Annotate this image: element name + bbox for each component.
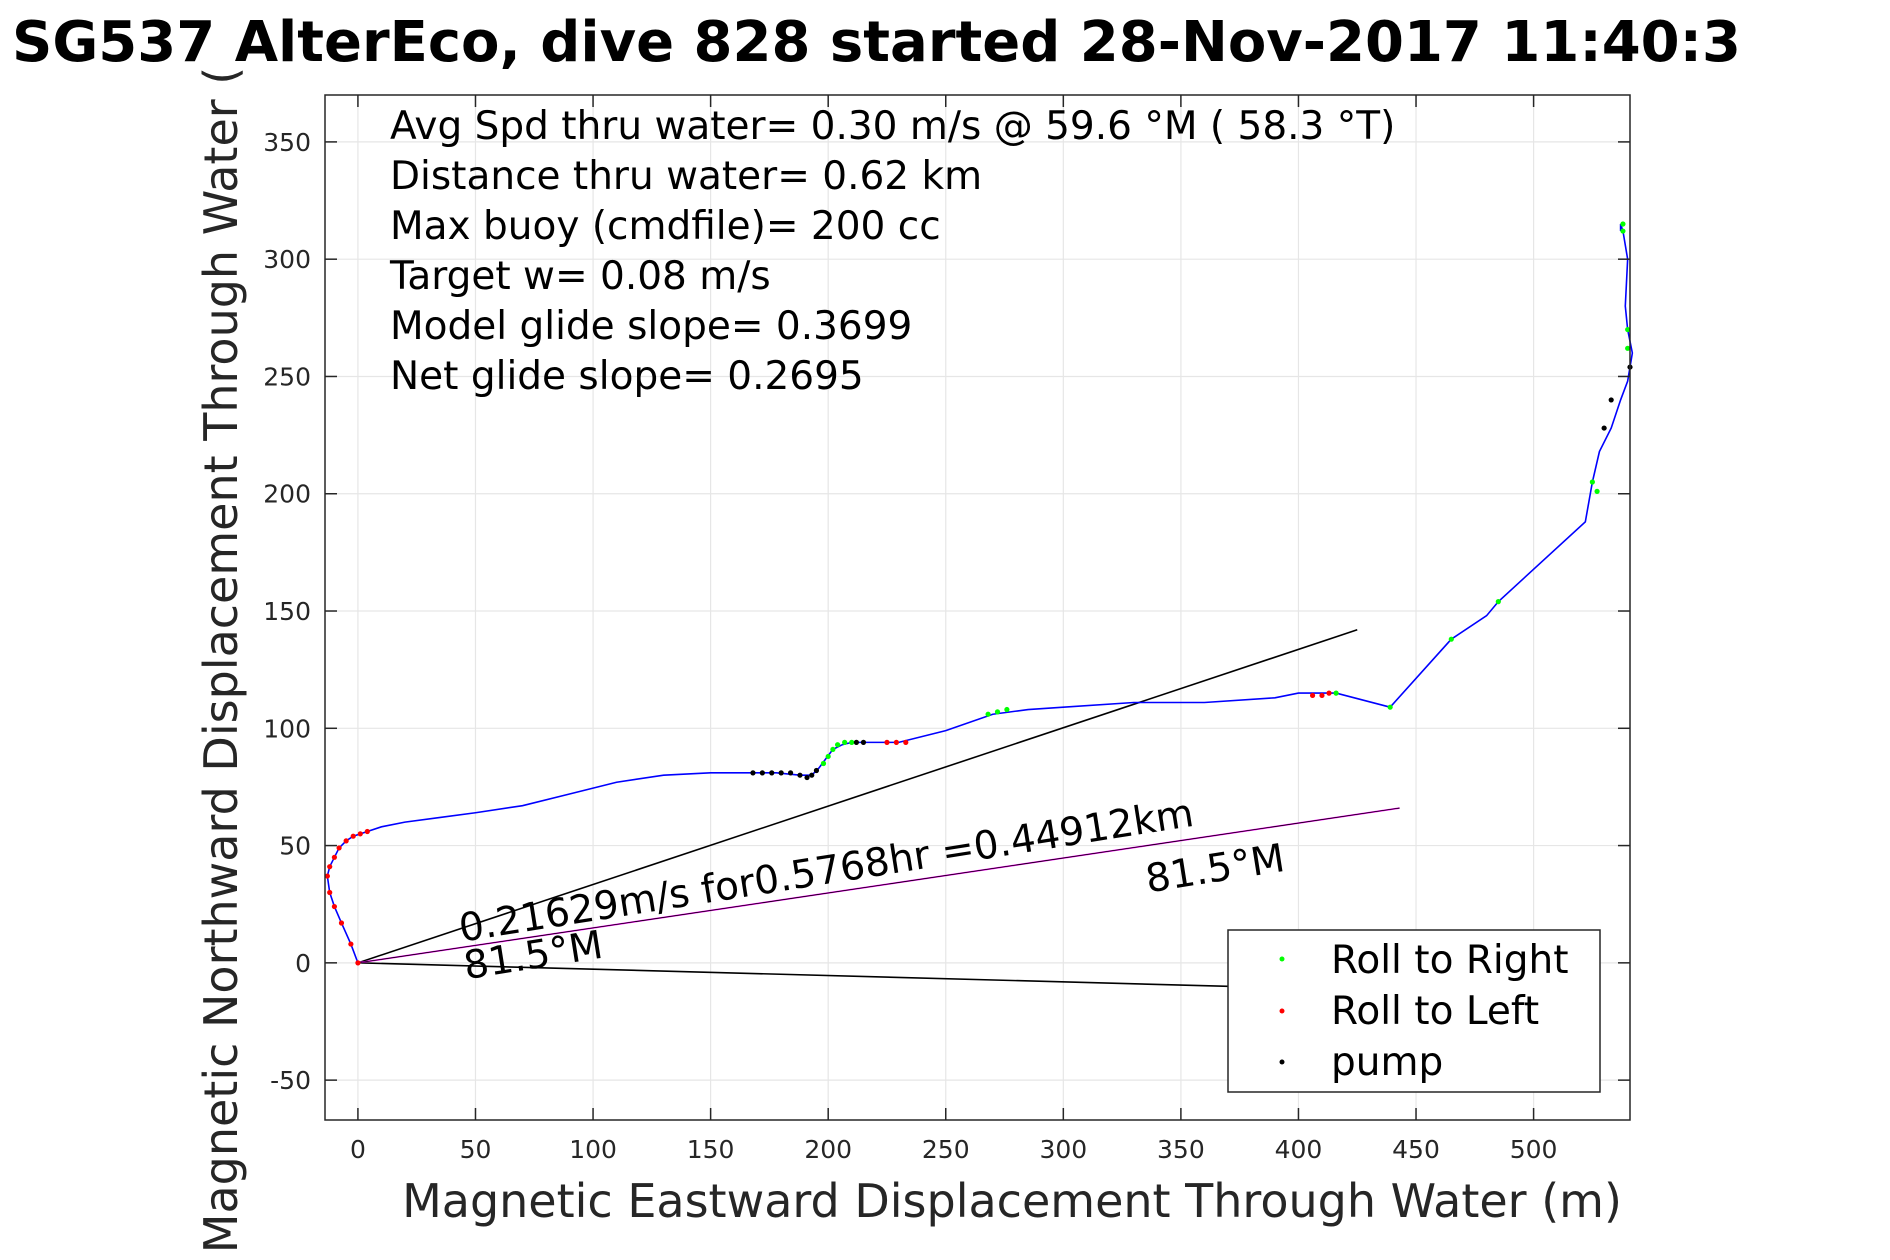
- roll-left-point: [336, 845, 342, 851]
- y-axis-label: Magnetic Northward Displacement Through …: [194, 67, 248, 1253]
- model-glide-line: [357, 629, 1358, 964]
- stat-line: Distance thru water= 0.62 km: [390, 154, 982, 199]
- x-tick-label: 400: [1275, 1135, 1323, 1164]
- roll-left-point: [331, 854, 338, 860]
- roll-right-point: [994, 709, 1001, 715]
- pump-point: [797, 772, 803, 778]
- y-tick-label: -50: [270, 1066, 311, 1095]
- roll-left-point: [327, 864, 333, 870]
- pump-point: [813, 767, 820, 774]
- pump-point: [759, 770, 765, 776]
- roll-right-point: [1004, 706, 1010, 713]
- pump-point: [769, 770, 775, 776]
- roll-left-point: [357, 831, 363, 837]
- roll-right-point: [1448, 636, 1454, 642]
- pump-point: [1608, 397, 1614, 403]
- roll-right-point: [849, 739, 855, 745]
- stat-line: Model glide slope= 0.3699: [390, 304, 912, 349]
- roll-right-point: [985, 711, 991, 717]
- x-tick-label: 500: [1510, 1135, 1558, 1164]
- net-line-dark: [357, 807, 1400, 964]
- x-tick-label: 250: [922, 1135, 970, 1164]
- y-tick-label: 50: [279, 832, 311, 861]
- roll-left-point: [1309, 692, 1316, 699]
- y-tick-label: 350: [263, 128, 311, 157]
- roll-left-point: [331, 903, 338, 910]
- stat-line: Target w= 0.08 m/s: [389, 254, 771, 299]
- pump-point: [778, 770, 784, 776]
- x-tick-label: 100: [569, 1135, 617, 1164]
- roll-left-point: [350, 833, 356, 839]
- y-tick-label: 300: [263, 245, 311, 274]
- legend-label-roll-left: Roll to Left: [1331, 989, 1539, 1034]
- y-tick-label: 150: [263, 597, 311, 626]
- pump-point: [787, 770, 794, 776]
- y-tick-label: 250: [263, 362, 311, 391]
- tick-layer: 0 50 100 150 200 250 300 350 400 450 500 -50 0 50 100 1…: [263, 95, 1630, 1164]
- roll-left-point: [348, 941, 354, 947]
- legend: Roll to Right Roll to Left pump: [1227, 929, 1601, 1093]
- stat-line: Net glide slope= 0.2695: [390, 354, 864, 399]
- y-tick-label: 100: [263, 714, 311, 743]
- pump-point: [750, 770, 756, 776]
- roll-left-point: [364, 828, 370, 835]
- x-tick-label: 50: [460, 1135, 492, 1164]
- roll-right-point: [1594, 488, 1600, 494]
- x-axis-label: Magnetic Eastward Displacement Through W…: [402, 1174, 1622, 1228]
- roll-right-point: [1387, 704, 1393, 710]
- x-tick-label: 0: [350, 1135, 366, 1164]
- chart-title: SG537 AlterEco, dive 828 started 28-Nov-…: [12, 10, 1741, 75]
- x-tick-label: 350: [1157, 1135, 1205, 1164]
- series-layer: [324, 221, 1634, 988]
- roll-right-point: [834, 742, 841, 748]
- roll-right-point: [1589, 479, 1595, 485]
- legend-box: [1227, 929, 1601, 1093]
- roll-right-point: [830, 746, 836, 753]
- x-tick-label: 150: [687, 1135, 735, 1164]
- plot-frame: [324, 94, 1631, 1121]
- legend-label-roll-right: Roll to Right: [1331, 938, 1569, 983]
- roll-right-point: [1620, 228, 1626, 234]
- legend-marker-pump: [1279, 1059, 1285, 1065]
- roll-left-point: [355, 960, 361, 966]
- pump-point: [804, 774, 810, 781]
- lower-black-line: [357, 962, 1228, 988]
- pump-point: [809, 772, 815, 778]
- roll-left-point: [324, 873, 330, 879]
- stats-block: Avg Spd thru water= 0.30 m/s @ 59.6 °M (…: [389, 104, 1395, 399]
- pump-point: [1601, 425, 1607, 431]
- roll-right-point: [825, 753, 831, 760]
- roll-right-point: [1333, 690, 1339, 696]
- roll-right-point: [842, 739, 848, 745]
- roll-left-point: [1319, 692, 1325, 699]
- roll-left-point: [338, 920, 345, 926]
- legend-marker-roll-left: [1279, 1008, 1285, 1014]
- roll-left-point: [884, 739, 890, 745]
- pump-point: [853, 739, 860, 745]
- roll-left-point: [903, 739, 909, 745]
- roll-right-point: [820, 760, 827, 767]
- y-tick-label: 200: [263, 480, 311, 509]
- x-tick-label: 200: [804, 1135, 852, 1164]
- roll-left-point: [343, 838, 349, 844]
- x-tick-label: 300: [1039, 1135, 1087, 1164]
- roll-right-point: [1625, 326, 1631, 333]
- stat-line: Avg Spd thru water= 0.30 m/s @ 59.6 °M (…: [390, 104, 1395, 149]
- roll-right-point: [1625, 345, 1631, 351]
- legend-label-pump: pump: [1331, 1040, 1443, 1085]
- legend-marker-roll-right: [1279, 956, 1285, 962]
- roll-left-point: [893, 739, 899, 745]
- roll-right-point: [1495, 599, 1501, 605]
- pump-point: [860, 739, 867, 745]
- roll-left-point: [327, 889, 333, 896]
- y-tick-label: 0: [295, 949, 311, 978]
- stat-line: Max buoy (cmdfile)= 200 cc: [390, 204, 941, 249]
- roll-left-point: [1326, 690, 1332, 696]
- roll-right-point: [1620, 221, 1626, 227]
- x-tick-label: 450: [1392, 1135, 1440, 1164]
